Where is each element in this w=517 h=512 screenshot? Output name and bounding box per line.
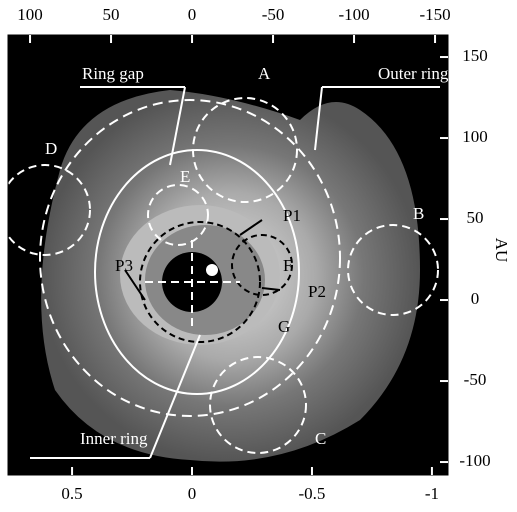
top-tick-label: -50 [262,5,285,24]
right-tick-label: -100 [459,451,490,470]
bottom-tick-label: -0.5 [299,484,326,503]
top-tick-label: 0 [188,5,197,24]
plot-frame [7,34,449,476]
annotation: F [283,256,292,275]
annotation: D [45,139,57,158]
annotation: B [413,204,424,223]
right-tick-label: 50 [467,208,484,227]
annotation: G [278,317,290,336]
image [0,35,448,475]
right-tick-label: 0 [471,289,480,308]
annotation: P2 [308,282,326,301]
bottom-tick-label: -1 [425,484,439,503]
bottom-tick-label: 0.5 [61,484,82,503]
annotation: P1 [283,206,301,225]
annotation: Ring gap [82,64,144,83]
right-tick-label: 150 [462,46,488,65]
annotation: A [258,64,271,83]
right-tick-label: 100 [462,127,488,146]
annotation: Inner ring [80,429,148,448]
y-axis-label: AU [492,238,511,263]
top-tick-label: -100 [338,5,369,24]
top-tick-label: -150 [419,5,450,24]
right-tick-label: -50 [464,370,487,389]
top-tick-label: 50 [103,5,120,24]
top-tick-label: 100 [17,5,43,24]
annotation: Outer ring [378,64,449,83]
annotation: P3 [115,256,133,275]
bottom-tick-label: 0 [188,484,197,503]
annotation: C [315,429,326,448]
annotation: E [180,167,190,186]
